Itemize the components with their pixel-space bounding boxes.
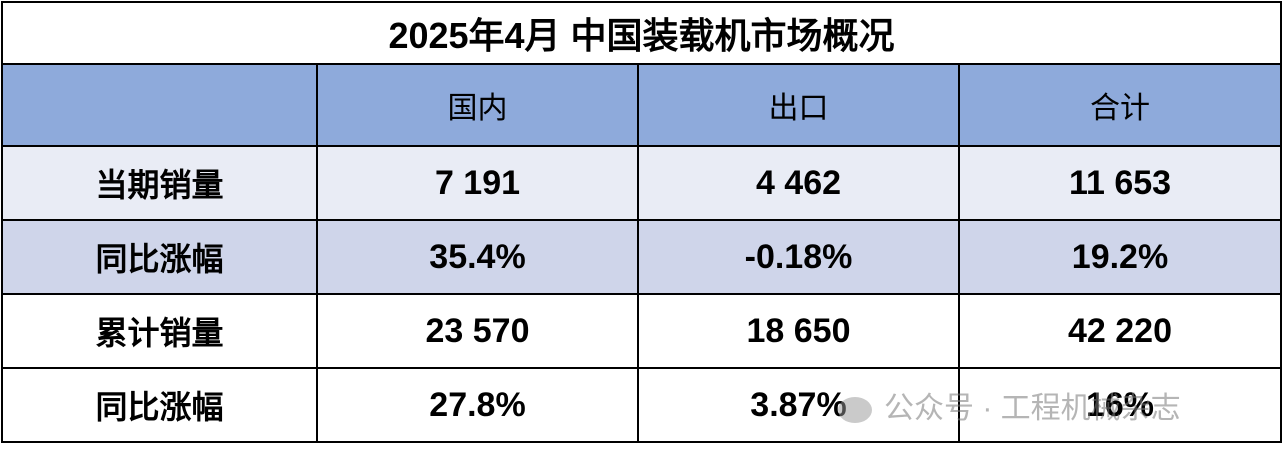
table-cell: 3.87% [637, 367, 960, 443]
table-row: 同比涨幅 27.8% 3.87% 16% [1, 367, 1282, 443]
table-cell: 35.4% [316, 219, 639, 295]
watermark-text: 公众号 · 工程机械杂志 [884, 392, 1181, 425]
corner-cell [1, 63, 318, 147]
wechat-icon [838, 397, 872, 424]
row-label: 累计销量 [1, 293, 318, 369]
table-row: 累计销量 23 570 18 650 42 220 [1, 293, 1282, 369]
header-row: 国内 出口 合计 [1, 63, 1282, 147]
row-label: 同比涨幅 [1, 367, 318, 443]
column-header: 出口 [637, 63, 960, 147]
table-cell: 11 653 [958, 145, 1282, 221]
watermark: 公众号 · 工程机械杂志 [838, 383, 1181, 427]
table-title: 2025年4月 中国装载机市场概况 [1, 1, 1282, 65]
table-cell: -0.18% [637, 219, 960, 295]
table-cell: 4 462 [637, 145, 960, 221]
table-cell: 42 220 [958, 293, 1282, 369]
table-cell: 23 570 [316, 293, 639, 369]
market-table: 2025年4月 中国装载机市场概况 国内 出口 合计 当期销量 7 191 4 462 11… [1, 1, 1282, 443]
table-cell: 18 650 [637, 293, 960, 369]
table-row: 同比涨幅 35.4% -0.18% 19.2% [1, 219, 1282, 295]
table-cell: 19.2% [958, 219, 1282, 295]
table-row: 当期销量 7 191 4 462 11 653 [1, 145, 1282, 221]
table-cell: 7 191 [316, 145, 639, 221]
row-label: 同比涨幅 [1, 219, 318, 295]
title-row: 2025年4月 中国装载机市场概况 [1, 1, 1282, 65]
table-cell: 16% [958, 367, 1282, 443]
column-header: 合计 [958, 63, 1282, 147]
row-label: 当期销量 [1, 145, 318, 221]
column-header: 国内 [316, 63, 639, 147]
table-body: 2025年4月 中国装载机市场概况 国内 出口 合计 当期销量 7 191 4 462 11… [1, 1, 1282, 443]
table-cell: 27.8% [316, 367, 639, 443]
